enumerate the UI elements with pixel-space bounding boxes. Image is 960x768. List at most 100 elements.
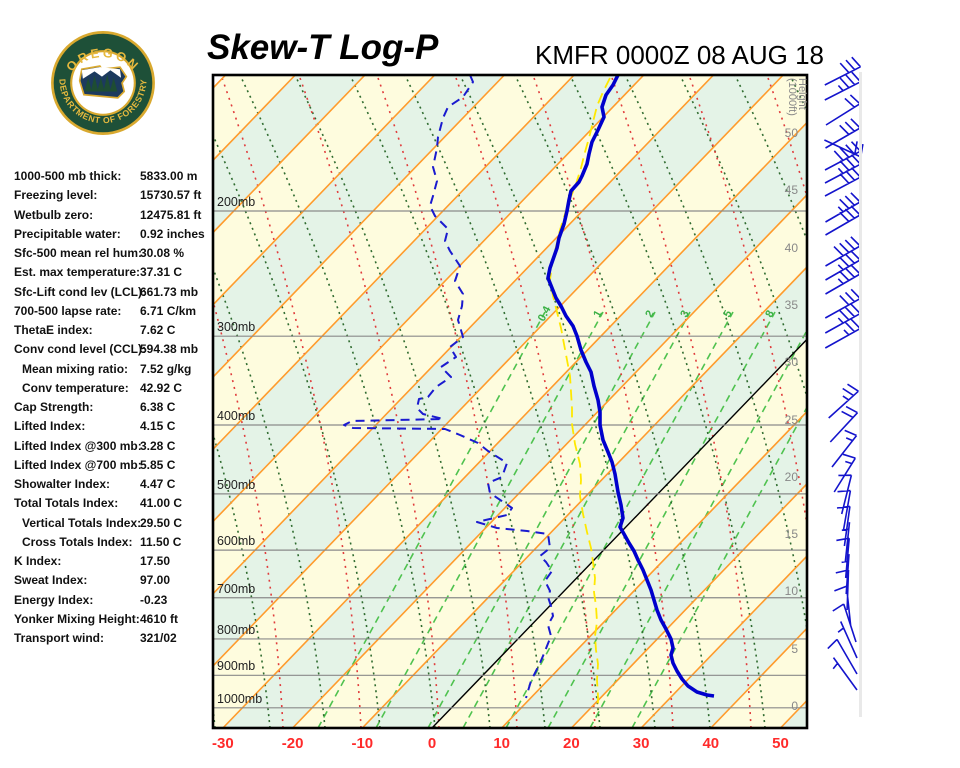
panel-row: K Index: 17.50 xyxy=(0,552,212,571)
panel-row: Cross Totals Index: 11.50 C xyxy=(0,533,212,552)
panel-row-label: Cap Strength: xyxy=(14,400,94,414)
temp-axis-label: 50 xyxy=(772,735,789,752)
panel-row-value: 5.85 C xyxy=(140,457,176,472)
height-label: 5 xyxy=(791,641,798,656)
panel-row-label: Transport wind: xyxy=(14,631,104,645)
panel-row-value: 5833.00 m xyxy=(140,169,198,183)
panel-row-value: 12475.81 ft xyxy=(140,207,202,222)
panel-row: Transport wind: 321/02 xyxy=(0,629,212,648)
panel-row: Freezing level: 15730.57 ft xyxy=(0,186,212,205)
panel-row-value: 3.28 C xyxy=(140,438,176,453)
panel-row-value: 0.92 inches xyxy=(140,226,205,241)
panel-row: Showalter Index: 4.47 C xyxy=(0,475,212,494)
panel-row-label: ThetaE index: xyxy=(14,323,93,337)
panel-row-value: 42.92 C xyxy=(140,380,183,395)
height-label: 30 xyxy=(784,355,798,370)
panel-row-label: Sfc-Lift cond lev (LCL): xyxy=(14,284,146,299)
panel-row-value: 6.38 C xyxy=(140,400,176,414)
panel-row: Lifted Index: 4.15 C xyxy=(0,417,212,436)
temp-axis-label: 10 xyxy=(493,735,511,752)
height-label: 25 xyxy=(784,412,798,427)
panel-row: Conv cond level (CCL): 594.38 mb xyxy=(0,340,212,359)
height-label: 45 xyxy=(784,183,798,198)
pressure-label: 300mb xyxy=(217,320,256,335)
panel-row-value: 4.15 C xyxy=(140,419,176,434)
panel-row: Mean mixing ratio: 7.52 g/kg xyxy=(0,360,212,379)
height-label: 40 xyxy=(784,240,798,255)
panel-row-label: Precipitable water: xyxy=(14,226,121,241)
height-label: 0 xyxy=(791,699,798,713)
panel-row-label: Conv temperature: xyxy=(22,380,129,395)
panel-row-value: 6.71 C/km xyxy=(140,303,197,318)
panel-row: Total Totals Index: 41.00 C xyxy=(0,494,212,513)
panel-row-value: 11.50 C xyxy=(140,534,182,549)
pressure-label: 600mb xyxy=(217,534,256,549)
panel-row: 700-500 lapse rate: 6.71 C/km xyxy=(0,302,212,321)
panel-row-value: 17.50 xyxy=(140,554,171,568)
panel-row-value: 321/02 xyxy=(140,631,177,645)
height-label: 50 xyxy=(784,126,798,140)
panel-row-label: Lifted Index @300 mb: xyxy=(14,438,142,453)
panel-row: Sweat Index: 97.00 xyxy=(0,571,212,590)
panel-row-label: Conv cond level (CCL): xyxy=(14,342,147,357)
panel-row-label: Energy Index: xyxy=(14,592,94,607)
panel-row-value: 4.47 C xyxy=(140,477,176,491)
panel-row-label: Sfc-500 mean rel hum: xyxy=(14,246,143,260)
panel-row-value: 37.31 C xyxy=(140,265,183,280)
temp-axis-label: 40 xyxy=(702,735,720,752)
panel-row-label: Freezing level: xyxy=(14,188,98,203)
panel-row-value: 661.73 mb xyxy=(140,284,199,299)
height-label: 35 xyxy=(784,297,798,312)
panel-row-label: Est. max temperature: xyxy=(14,265,141,280)
panel-row-value: 7.52 g/kg xyxy=(140,361,192,376)
station-datetime: KMFR 0000Z 08 AUG 18 xyxy=(535,40,825,70)
panel-row-value: 15730.57 ft xyxy=(140,188,202,203)
panel-row-label: Mean mixing ratio: xyxy=(22,361,129,376)
temp-axis-label: 30 xyxy=(632,735,650,752)
temp-axis-label: -10 xyxy=(351,735,374,752)
temp-axis-label: -20 xyxy=(281,735,304,752)
panel-row: Sfc-500 mean rel hum: 30.08 % xyxy=(0,244,212,263)
panel-row-label: 1000-500 mb thick: xyxy=(14,169,122,183)
temp-axis-label: -30 xyxy=(212,735,234,752)
temp-axis-label: 0 xyxy=(427,735,437,752)
panel-row: Wetbulb zero: 12475.81 ft xyxy=(0,206,212,225)
panel-row: Precipitable water: 0.92 inches xyxy=(0,225,212,244)
panel-row-label: Yonker Mixing Height: xyxy=(14,611,140,626)
panel-row-value: 594.38 mb xyxy=(140,342,199,357)
panel-row: Sfc-Lift cond lev (LCL): 661.73 mb xyxy=(0,283,212,302)
odf-logo: OREGON DEPARTMENT OF FORESTRY xyxy=(51,31,155,135)
pressure-label: 900mb xyxy=(217,659,256,674)
panel-row: Conv temperature: 42.92 C xyxy=(0,379,212,398)
panel-row: Energy Index: -0.23 xyxy=(0,591,212,610)
height-label: 10 xyxy=(784,584,798,599)
panel-row-value: -0.23 xyxy=(140,592,168,607)
logo-mountains xyxy=(81,67,122,79)
height-label: 20 xyxy=(784,469,798,484)
panel-row-label: K Index: xyxy=(14,554,62,568)
panel-row: Yonker Mixing Height: 4610 ft xyxy=(0,610,212,629)
panel-row-value: 41.00 C xyxy=(140,496,183,511)
wind-barbs xyxy=(824,56,864,691)
panel-row-label: Showalter Index: xyxy=(14,477,111,491)
pressure-label: 500mb xyxy=(217,477,256,492)
indices-panel: 1000-500 mb thick: 5833.00 m Freezing leve… xyxy=(0,167,212,648)
panel-row-value: 4610 ft xyxy=(140,611,179,626)
panel-row-label: Lifted Index: xyxy=(14,419,86,434)
pressure-label: 700mb xyxy=(217,581,256,596)
panel-row: ThetaE index: 7.62 C xyxy=(0,321,212,340)
panel-row: Lifted Index @300 mb: 3.28 C xyxy=(0,437,212,456)
panel-row-label: Wetbulb zero: xyxy=(14,207,94,222)
panel-row-value: 97.00 xyxy=(140,573,171,588)
pressure-label: 200mb xyxy=(217,195,256,209)
height-axis-title: Height (1000ft) xyxy=(786,78,808,116)
panel-row: 1000-500 mb thick: 5833.00 m xyxy=(0,167,212,186)
pressure-label: 800mb xyxy=(217,622,256,637)
panel-row-label: 700-500 lapse rate: xyxy=(14,303,122,318)
panel-row-label: Lifted Index @700 mb: xyxy=(14,457,142,472)
panel-row: Lifted Index @700 mb: 5.85 C xyxy=(0,456,212,475)
pressure-label: 400mb xyxy=(217,408,256,423)
panel-row-value: 30.08 % xyxy=(140,246,185,260)
